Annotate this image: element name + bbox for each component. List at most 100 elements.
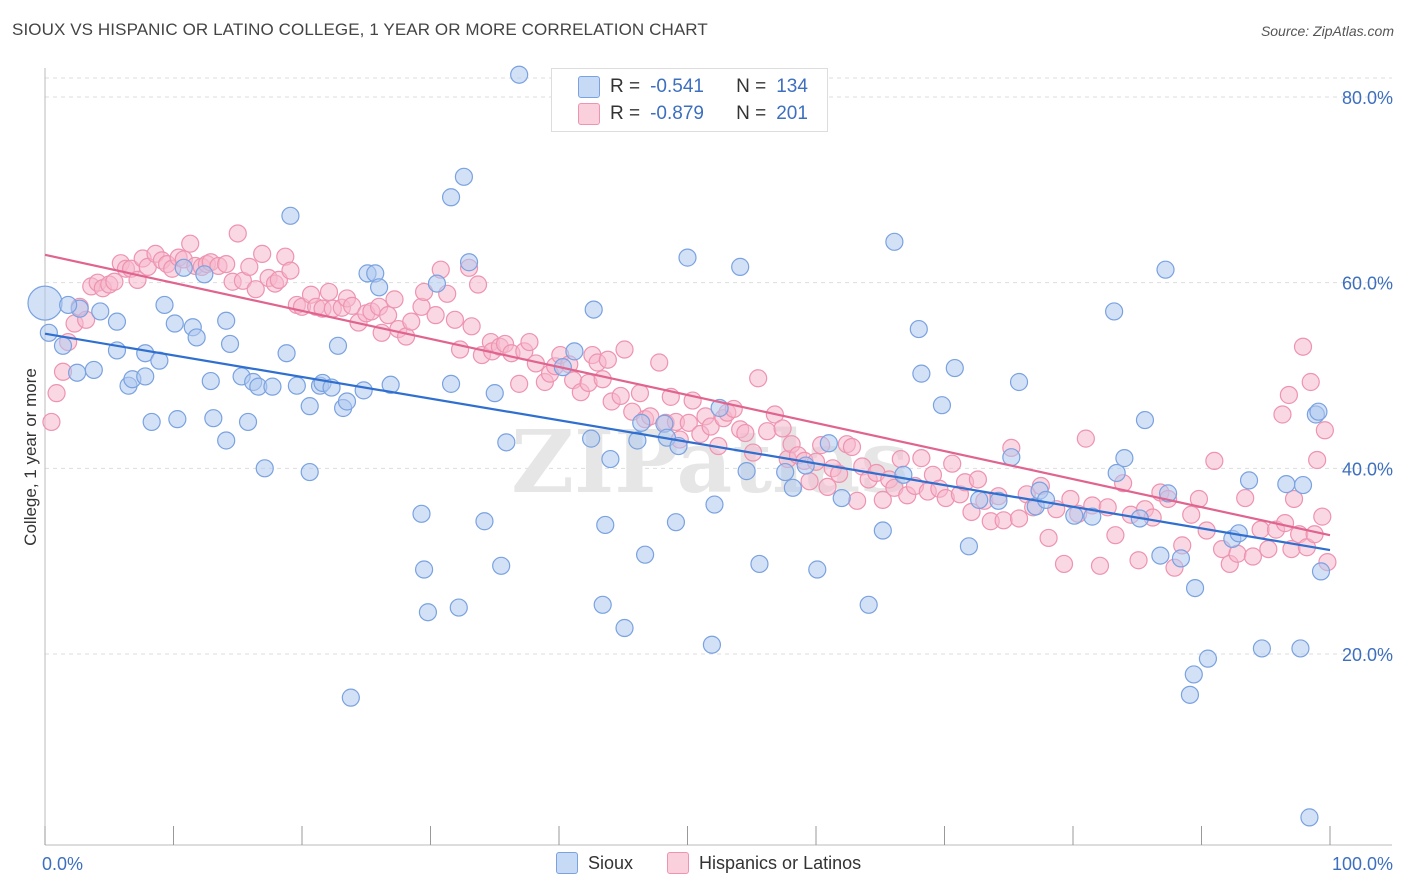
sioux-r-value: -0.541	[650, 76, 704, 97]
data-point-sioux	[370, 278, 389, 297]
series-hispanic	[42, 224, 1337, 577]
hispanic-r-value: -0.879	[650, 103, 704, 124]
data-point-hispanic	[468, 275, 488, 294]
data-point-sioux	[412, 504, 431, 523]
data-point-hispanic	[181, 234, 200, 253]
data-point-sioux	[107, 312, 127, 331]
data-point-hispanic	[1182, 505, 1201, 524]
data-point-sioux	[155, 295, 174, 315]
data-point-sioux	[238, 412, 258, 432]
hispanic-swatch	[578, 103, 600, 125]
data-point-hispanic	[800, 472, 819, 491]
legend-swatch-sioux	[556, 852, 578, 874]
data-point-sioux	[989, 491, 1008, 510]
y-tick-label: 40.0%	[1342, 459, 1393, 479]
data-point-sioux	[497, 433, 516, 452]
data-point-sioux	[475, 512, 494, 531]
data-point-sioux	[909, 319, 928, 339]
data-point-sioux	[932, 396, 952, 415]
data-point-sioux	[615, 618, 634, 638]
data-point-sioux	[632, 413, 651, 432]
x-tick-label: 100.0%	[1332, 854, 1393, 874]
data-point-hispanic	[426, 306, 445, 325]
data-point-sioux	[1065, 506, 1084, 525]
data-point-sioux	[1184, 665, 1203, 684]
stats-row-hispanic: R = -0.879 N = 201	[552, 101, 808, 127]
data-point-sioux	[255, 459, 274, 478]
data-point-sioux	[337, 392, 357, 411]
data-point-hispanic	[1293, 337, 1313, 356]
data-point-hispanic	[414, 282, 434, 302]
data-point-hispanic	[1305, 525, 1324, 544]
data-point-sioux	[39, 323, 58, 342]
bottom-legend: Sioux Hispanics or Latinos	[556, 852, 895, 874]
data-point-hispanic	[1284, 489, 1304, 509]
data-point-hispanic	[943, 454, 962, 473]
data-point-sioux	[731, 257, 750, 276]
data-point-sioux	[796, 456, 815, 475]
stats-legend: R = -0.541 N = 134 R = -0.879 N = 201	[551, 68, 828, 132]
data-point-hispanic	[385, 290, 404, 309]
data-point-hispanic	[253, 244, 272, 263]
data-point-sioux	[1156, 260, 1175, 279]
data-point-hispanic	[912, 449, 931, 468]
data-point-hispanic	[217, 255, 236, 274]
data-point-hispanic	[615, 340, 634, 359]
data-point-sioux	[220, 334, 240, 354]
data-point-sioux	[859, 595, 878, 614]
data-point-sioux	[819, 434, 838, 453]
data-point-hispanic	[1236, 488, 1255, 508]
data-point-hispanic	[1315, 421, 1334, 440]
data-point-sioux	[441, 188, 461, 207]
data-point-hispanic	[1054, 554, 1074, 574]
data-point-hispanic	[630, 384, 650, 403]
data-point-hispanic	[848, 491, 867, 510]
data-point-sioux	[750, 554, 769, 574]
data-point-sioux	[1135, 410, 1155, 430]
data-point-hispanic	[994, 511, 1013, 530]
data-point-sioux	[737, 462, 756, 481]
data-point-sioux	[300, 462, 319, 482]
data-point-sioux	[1198, 649, 1218, 668]
trendline-sioux	[44, 332, 1331, 552]
data-point-sioux	[1293, 475, 1313, 495]
data-point-sioux	[666, 513, 686, 532]
data-point-sioux	[565, 342, 584, 361]
data-point-sioux	[1180, 685, 1200, 704]
data-point-sioux	[1115, 449, 1134, 468]
data-point-hispanic	[818, 477, 837, 496]
series-sioux	[27, 65, 1331, 827]
data-point-sioux	[1002, 448, 1021, 467]
data-point-sioux	[776, 462, 795, 482]
data-point-sioux	[381, 375, 400, 394]
data-point-hispanic	[1039, 528, 1058, 548]
data-point-hispanic	[842, 437, 862, 457]
data-point-sioux	[1291, 639, 1310, 658]
data-point-hispanic	[1308, 450, 1327, 470]
data-point-hispanic	[968, 470, 988, 489]
data-point-sioux	[263, 377, 282, 396]
data-point-hispanic	[1259, 539, 1278, 559]
source-label: Source: ZipAtlas.com	[1260, 23, 1394, 39]
data-point-sioux	[1309, 402, 1328, 421]
data-point-sioux	[1185, 578, 1205, 598]
data-point-sioux	[91, 302, 110, 321]
data-point-sioux	[165, 314, 184, 333]
data-point-sioux	[702, 635, 722, 654]
data-point-sioux	[187, 328, 206, 347]
data-point-sioux	[454, 167, 474, 186]
data-point-sioux	[195, 265, 214, 284]
y-tick-label: 60.0%	[1342, 274, 1393, 294]
data-point-sioux	[1158, 484, 1178, 503]
data-point-sioux	[1036, 490, 1056, 509]
data-point-sioux	[142, 412, 161, 432]
data-point-hispanic	[1273, 405, 1292, 424]
data-point-sioux	[959, 537, 979, 556]
data-point-sioux	[354, 381, 373, 400]
data-point-sioux	[1311, 562, 1331, 581]
sioux-swatch	[578, 76, 600, 98]
data-point-sioux	[277, 344, 296, 363]
hispanic-r-label: R =	[610, 103, 641, 124]
data-point-hispanic	[42, 412, 61, 432]
